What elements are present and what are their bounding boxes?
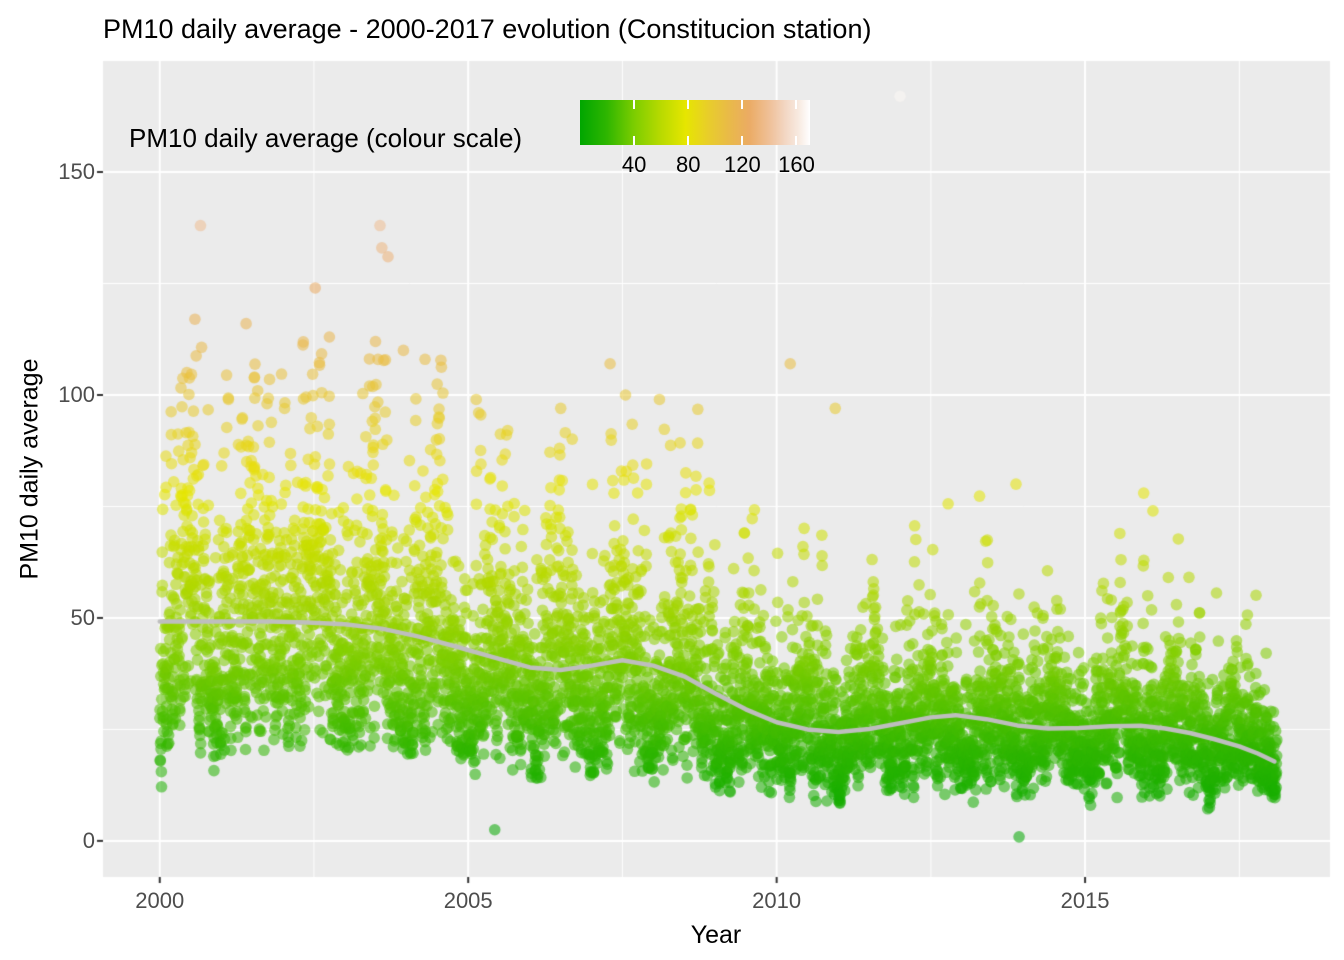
x-axis-title: Year	[690, 921, 742, 949]
x-tick-label: 2010	[752, 888, 802, 913]
y-tick-label: 0	[82, 827, 95, 853]
plot-title: PM10 daily average - 2000-2017 evolution…	[103, 14, 872, 44]
y-tick-label: 150	[58, 159, 95, 185]
x-tick-label: 2005	[443, 888, 493, 913]
y-tick-label: 50	[70, 604, 95, 630]
y-tick-label: 100	[58, 381, 95, 407]
x-tick-label: 2000	[135, 888, 185, 913]
x-tick-label: 2015	[1060, 888, 1110, 913]
